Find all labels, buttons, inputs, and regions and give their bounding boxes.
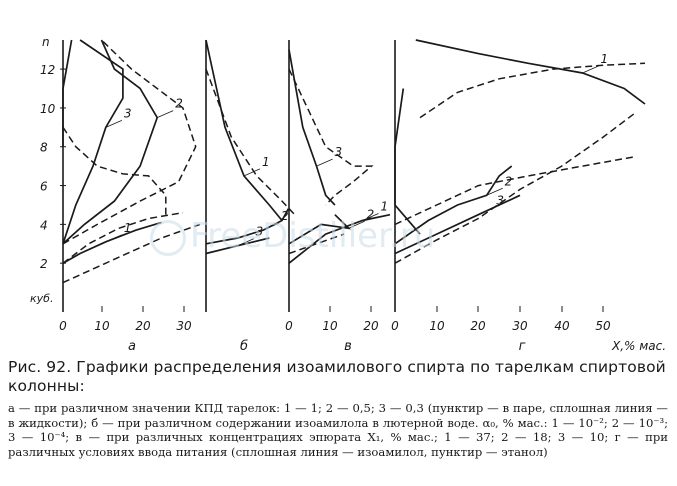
figure: 2 4 6 8 10 12 куб. n 0 10 20 30 1 2 3 а 1 2 3 б 0 10 20 1 2 3 в 0 10… [30,35,666,354]
series-line [394,194,521,255]
series-line [288,214,352,245]
series-line [288,68,374,206]
y-top-label: n [42,35,50,49]
x-tick-label: 20 [135,319,151,333]
caption-title: Рис. 92. Графики распределения изоамилов… [8,358,666,395]
series-line [394,88,421,235]
curve-label-leader [362,213,379,221]
x-tick-label: 20 [363,319,379,333]
curve-label: 2 [505,174,513,188]
curve-label-leader [157,110,174,118]
x-tick-label: 30 [176,319,192,333]
curve-label: 3 [256,225,264,239]
curve-label-leader [105,234,122,243]
curve-label-leader [243,168,261,177]
watermark-logo-icon [150,219,186,256]
x-tick-label: 10 [94,319,110,333]
series-line [62,39,159,245]
panel-label: в [344,339,352,354]
watermark-text: FreeDistiller.ru [190,216,436,256]
x-tick-label: 0 [285,319,293,333]
series-line [288,49,336,206]
curve-label-leader [348,220,365,229]
x-tick-label: 0 [391,319,399,333]
series-line [62,221,162,264]
x-axis-label: X,% мас. [611,339,666,353]
series-line [415,39,646,105]
series-line [394,155,637,226]
x-tick-label: 20 [470,319,486,333]
x-tick-label: 50 [595,319,611,333]
series-line [62,39,73,147]
y-tick-label: 2 [40,257,48,271]
curve-label-leader [582,65,599,74]
series-line [394,111,638,264]
y-tick-label: 10 [40,102,56,116]
curve-label-leader [237,238,254,247]
curve-label: 1 [380,199,388,213]
series-line [205,208,290,245]
x-tick-label: 30 [512,319,528,333]
series-line [62,126,167,215]
x-tick-label: 10 [322,319,338,333]
curve-label-leader [262,222,280,231]
y-tick-label: 12 [40,63,55,77]
curve-label: 1 [262,155,270,169]
x-tick-label: 0 [59,319,67,333]
series-line [288,233,345,255]
x-tick-label: 10 [429,319,445,333]
curve-label: 1 [124,221,132,235]
curve-label: 3 [335,145,343,159]
figure-caption: Рис. 92. Графики распределения изоамилов… [8,358,668,459]
curve-label: 2 [175,97,183,111]
series-line [62,39,197,245]
curve-label-leader [486,187,503,196]
x-tick-label: 40 [554,319,570,333]
curve-label-leader [105,119,122,128]
series-line [205,68,296,216]
watermark: FreeDistiller.ru [150,216,530,266]
panel-label: б [240,339,248,354]
series-line [205,39,283,222]
y-tick-label: 4 [40,218,48,232]
series-line [394,165,513,245]
curve-label-leader [316,158,333,167]
caption-text: а — при различном значении КПД тарелок: … [8,401,668,459]
panel-label: г [519,339,526,354]
curve-label: 2 [367,207,375,221]
series-line [419,62,646,119]
y-unit-label: куб. [30,292,53,305]
y-tick-label: 6 [40,180,48,194]
panel-label: а [128,339,136,354]
curve-label: 1 [601,52,609,66]
curve-label: 2 [281,209,289,223]
curve-label: 3 [124,106,132,120]
caption-body: а — при различном значении КПД тарелок: … [8,401,668,459]
y-tick-label: 8 [40,141,48,155]
curve-label-leader [478,207,495,216]
curve-label: 3 [496,194,504,208]
